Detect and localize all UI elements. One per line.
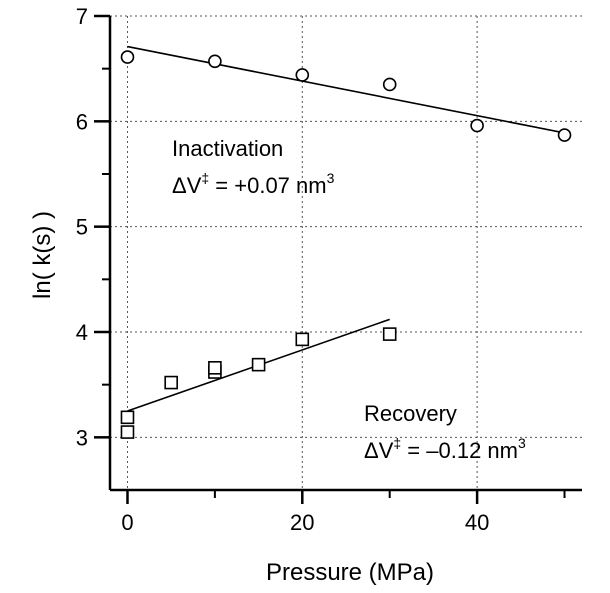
y-tick-label: 5 [76,215,88,240]
annotation-recovery-dv: ΔV‡ = –0.12 nm3 [364,435,526,463]
point-recovery [208,361,222,375]
y-tick-label: 6 [76,109,88,134]
annotation-recovery: Recovery [364,401,457,426]
y-axis-title: ln( k(s) ) [29,211,56,299]
fit-lines [127,45,565,412]
point-inactivation [295,68,310,82]
point-recovery [295,332,310,347]
data-points [120,50,572,439]
point-recovery [382,327,397,341]
x-axis-title: Pressure (MPa) [266,559,434,586]
annotation-inactivation-dv: ΔV‡ = +0.07 nm3 [172,170,335,198]
x-tick-label: 40 [465,510,489,535]
point-inactivation [208,54,222,69]
y-tick-label: 3 [76,425,88,450]
annotation-inactivation: Inactivation [172,136,283,161]
point-inactivation [382,77,397,92]
point-recovery [251,357,266,372]
axes [94,14,582,504]
y-tick-label: 7 [76,4,88,29]
y-tick-label: 4 [76,320,88,345]
point-inactivation [120,50,135,64]
x-tick-label: 20 [290,510,314,535]
point-recovery [164,375,178,390]
point-inactivation [470,118,484,133]
point-recovery [120,425,135,439]
point-recovery [120,410,135,425]
grid-lines [110,15,582,490]
x-tick-label: 0 [121,510,133,535]
fit-line-inactivation [127,45,565,134]
point-inactivation [557,128,572,142]
tick-labels: 3 4 5 6 7 0 20 40 [76,4,490,535]
